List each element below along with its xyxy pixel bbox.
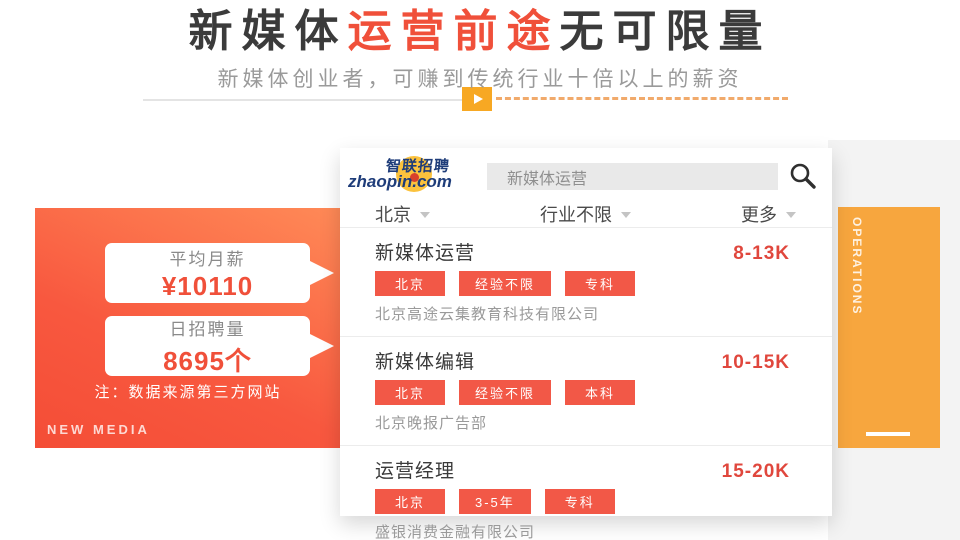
title-accent: 运营前途 bbox=[347, 7, 560, 56]
job-title: 新媒体运营 bbox=[375, 243, 476, 264]
filter-label: 北京 bbox=[375, 204, 411, 225]
job-tag: 北京 bbox=[375, 489, 445, 514]
job-salary: 8-13K bbox=[733, 243, 790, 264]
play-icon bbox=[473, 94, 483, 104]
filter-city[interactable]: 北京 bbox=[375, 201, 430, 227]
stats-panel: 平均月薪 ¥10110 日招聘量 8695个 注：数据来源第三方网站 NEW M… bbox=[35, 208, 341, 448]
decorative-dash bbox=[866, 432, 910, 436]
stat-label: 平均月薪 bbox=[169, 249, 246, 269]
logo-en-text: zhaopin.com bbox=[348, 172, 452, 191]
stat-bubble-average-salary: 平均月薪 ¥10110 bbox=[105, 243, 334, 303]
title-post: 无可限量 bbox=[559, 7, 772, 56]
stat-label: 日招聘量 bbox=[169, 319, 246, 339]
stat-value: 8695个 bbox=[163, 345, 252, 376]
job-salary: 15-20K bbox=[721, 461, 790, 482]
logo-red-dot bbox=[410, 173, 419, 182]
job-title: 新媒体编辑 bbox=[375, 352, 476, 373]
page-subtitle: 新媒体创业者，可赚到传统行业十倍以上的薪资 bbox=[217, 68, 743, 91]
job-tag: 3-5年 bbox=[459, 489, 531, 514]
job-top: 新媒体编辑 10-15K bbox=[375, 347, 790, 374]
zhaopin-logo: 智联招聘 zhaopin.com bbox=[346, 154, 486, 196]
job-row[interactable]: 运营经理 15-20K 北京 3-5年 专科 盛银消费金融有限公司 bbox=[340, 446, 832, 540]
job-tags: 北京 3-5年 专科 bbox=[375, 489, 790, 514]
search-input[interactable] bbox=[487, 163, 778, 190]
search-icon[interactable] bbox=[788, 161, 818, 191]
job-row[interactable]: 新媒体编辑 10-15K 北京 经验不限 本科 北京晚报广告部 bbox=[340, 337, 832, 446]
play-button[interactable] bbox=[462, 87, 492, 111]
job-tags: 北京 经验不限 本科 bbox=[375, 380, 790, 405]
job-tag: 经验不限 bbox=[459, 271, 552, 296]
zhaopin-app-card: 智联招聘 zhaopin.com 北京 行业不限 更多 bbox=[340, 148, 832, 540]
filter-label: 行业不限 bbox=[540, 204, 612, 225]
title-pre: 新媒体 bbox=[188, 7, 348, 56]
chevron-down-icon bbox=[621, 212, 631, 218]
job-company: 北京晚报广告部 bbox=[375, 415, 488, 432]
job-tags: 北京 经验不限 专科 bbox=[375, 271, 790, 296]
filter-label: 更多 bbox=[741, 204, 777, 225]
stat-value: ¥10110 bbox=[161, 270, 254, 301]
job-tag: 专科 bbox=[544, 489, 615, 514]
chevron-down-icon bbox=[786, 212, 796, 218]
new-media-watermark: NEW MEDIA bbox=[47, 422, 150, 437]
job-tag: 经验不限 bbox=[459, 380, 552, 405]
hero-section: 新媒体运营前途无可限量 新媒体创业者，可赚到传统行业十倍以上的薪资 bbox=[0, 8, 960, 93]
filter-industry[interactable]: 行业不限 bbox=[540, 201, 631, 227]
job-company: 北京高途云集教育科技有限公司 bbox=[375, 306, 600, 323]
page-title: 新媒体运营前途无可限量 bbox=[0, 8, 960, 56]
stat-bubble-daily-postings: 日招聘量 8695个 bbox=[105, 316, 334, 376]
job-top: 新媒体运营 8-13K bbox=[375, 238, 790, 265]
divider-solid-line bbox=[143, 99, 462, 101]
job-row[interactable]: 新媒体运营 8-13K 北京 经验不限 专科 北京高途云集教育科技有限公司 bbox=[340, 228, 832, 337]
job-tag: 北京 bbox=[375, 380, 445, 405]
divider-dashed-line bbox=[496, 97, 788, 100]
job-tag: 北京 bbox=[375, 271, 445, 296]
operations-label: OPERATIONS bbox=[850, 217, 864, 316]
operations-side-bar: OPERATIONS bbox=[838, 207, 940, 448]
job-tag: 本科 bbox=[565, 380, 636, 405]
job-top: 运营经理 15-20K bbox=[375, 456, 790, 483]
job-company: 盛银消费金融有限公司 bbox=[375, 524, 536, 540]
filter-bar: 北京 行业不限 更多 bbox=[340, 200, 832, 228]
data-source-note: 注：数据来源第三方网站 bbox=[94, 384, 282, 401]
job-salary: 10-15K bbox=[721, 352, 790, 373]
filter-more[interactable]: 更多 bbox=[741, 201, 796, 227]
job-tag: 专科 bbox=[565, 271, 636, 296]
job-title: 运营经理 bbox=[375, 461, 456, 482]
card-header: 智联招聘 zhaopin.com bbox=[340, 148, 832, 200]
chevron-down-icon bbox=[420, 212, 430, 218]
